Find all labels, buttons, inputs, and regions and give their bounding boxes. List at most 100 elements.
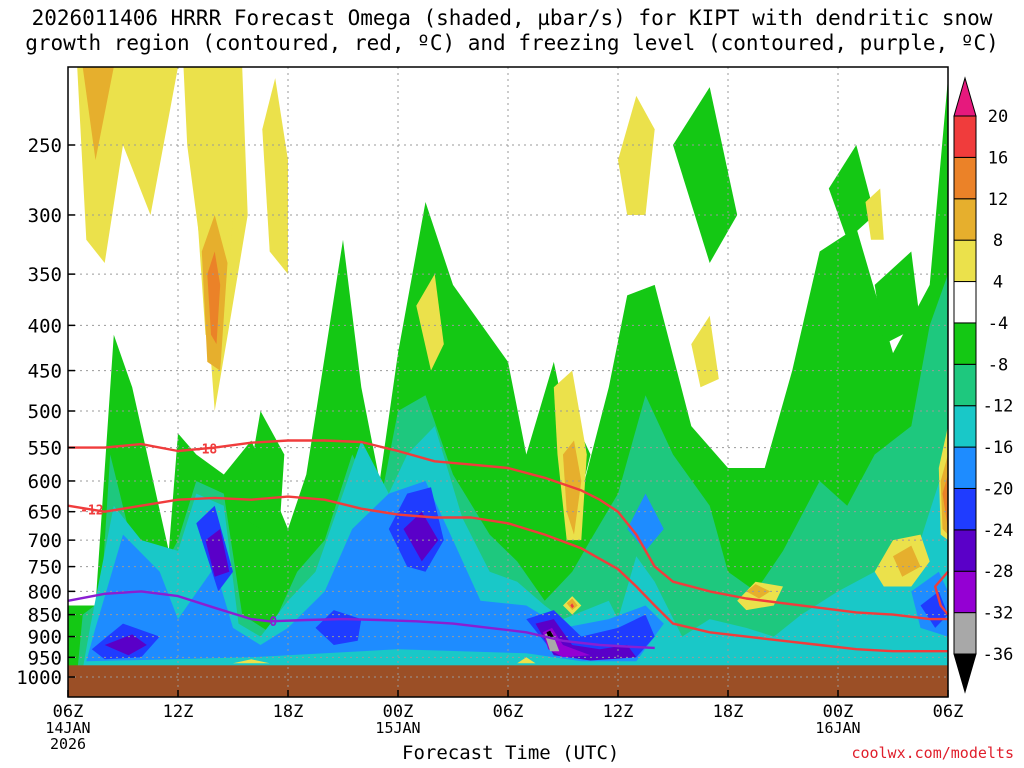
colorbar-box-2 [953, 570, 977, 614]
omega-region-1 [242, 411, 285, 541]
colorbar-label-10: -24 [983, 521, 1014, 541]
omega-region-45 [942, 474, 948, 529]
y-tick-label-750: 750 [28, 557, 62, 579]
x-tick-label-12-0: 18Z [273, 702, 304, 722]
omega-region-40 [893, 545, 921, 577]
colorbar-label-0: 20 [988, 107, 1008, 127]
x-tick-label-36-0: 18Z [713, 702, 744, 722]
colorbar-box-7 [953, 363, 977, 407]
x-tick-label-48-0: 06Z [933, 702, 964, 722]
omega-region-31 [691, 315, 719, 388]
colorbar-label-11: -28 [983, 562, 1014, 582]
contour-label-dgz_-18C: -18 [194, 442, 218, 457]
omega-region-0 [68, 78, 948, 678]
colorbar-min-arrow [953, 653, 977, 694]
colorbar-label-3: 8 [993, 231, 1003, 251]
omega-region-47 [233, 659, 270, 664]
colorbar-box-8 [953, 322, 977, 365]
x-tick-label-24-0: 06Z [493, 702, 524, 722]
y-tick-label-550: 550 [28, 438, 62, 460]
omega-region-17 [205, 529, 230, 577]
y-tick-label-350: 350 [28, 264, 62, 286]
contour-label-freezing_0C: 0 [269, 615, 277, 630]
y-tick-label-900: 900 [28, 627, 62, 649]
y-tick-label-650: 650 [28, 502, 62, 524]
colorbar-label-7: -12 [983, 397, 1014, 417]
omega-region-3 [673, 87, 738, 263]
contour-freezing_0C [67, 590, 655, 650]
omega-region-28 [416, 274, 444, 371]
omega-region-18 [403, 511, 439, 562]
pressure-axis: 2503003504004505005506006507007508008509… [16, 135, 75, 689]
omega-region-4 [828, 145, 875, 240]
colorbar-label-6: -8 [988, 355, 1008, 375]
omega-region-46 [570, 603, 574, 609]
omega-region-44 [207, 251, 221, 345]
colorbar-label-2: 12 [988, 190, 1008, 210]
y-tick-label-700: 700 [28, 530, 62, 552]
colorbar-box-1 [953, 612, 977, 655]
omega-region-5 [874, 251, 921, 345]
y-tick-label-850: 850 [28, 605, 62, 627]
omega-region-35 [865, 188, 884, 240]
x-tick-label-0-1: 14JAN [45, 719, 90, 737]
contour-dgz_-12C [67, 495, 948, 653]
colorbar-label-4: 4 [993, 273, 1003, 293]
x-tick-label-18-1: 15JAN [375, 719, 420, 737]
colorbar-box-5 [953, 446, 977, 489]
omega-region-23 [546, 630, 554, 638]
x-tick-label-42-1: 16JAN [815, 719, 860, 737]
omega-region-37 [82, 67, 114, 161]
x-tick-label-30-0: 12Z [603, 702, 634, 722]
y-tick-label-1000: 1000 [16, 667, 62, 689]
x-tick-label-0-2: 2026 [50, 735, 86, 753]
omega-region-6 [77, 274, 948, 674]
omega-region-8 [86, 481, 664, 662]
omega-region-30 [618, 95, 655, 215]
contour-dgz_-12C_right [934, 570, 949, 616]
omega-region-48 [517, 657, 536, 664]
y-tick-label-950: 950 [28, 647, 62, 669]
title-line-2: growth region (contoured, red, ºC) and f… [25, 31, 999, 55]
colorbar-label-1: 16 [988, 148, 1008, 168]
colorbar-box-9 [953, 281, 977, 324]
colorbar-box-13 [953, 115, 977, 158]
grid-lines [67, 67, 949, 697]
omega-region-19 [104, 634, 147, 656]
colorbar-box-12 [953, 156, 977, 200]
colorbar-label-5: -4 [988, 314, 1008, 334]
colorbar-label-13: -36 [983, 645, 1014, 665]
y-tick-label-400: 400 [28, 315, 62, 337]
contour-label-dgz_-12C: -12 [80, 504, 103, 519]
colorbar-box-4 [953, 487, 977, 531]
colorbar-box-10 [953, 239, 977, 283]
colorbar-box-11 [953, 198, 977, 241]
chart-title: 2026011406 HRRR Forecast Omega (shaded, … [0, 6, 1024, 56]
colorbar-max-arrow [953, 76, 977, 117]
y-tick-label-600: 600 [28, 471, 62, 493]
temperature-contours: -18 -12 0 [67, 439, 949, 653]
colorbar-box-6 [953, 405, 977, 448]
omega-shading [68, 67, 948, 678]
y-tick-label-300: 300 [28, 205, 62, 227]
x-tick-label-0-0: 06Z [53, 702, 84, 722]
colorbar-box-3 [953, 529, 977, 572]
y-tick-label-250: 250 [28, 135, 62, 157]
y-tick-label-450: 450 [28, 361, 62, 383]
omega-region-27 [262, 78, 288, 275]
contour-dgz_-18C [68, 439, 948, 621]
y-tick-label-500: 500 [28, 401, 62, 423]
y-tick-label-800: 800 [28, 581, 62, 603]
x-tick-label-18-0: 00Z [383, 702, 414, 722]
colorbar-label-8: -16 [983, 438, 1014, 458]
x-axis-label: Forecast Time (UTC) [402, 742, 620, 764]
x-tick-label-6-0: 12Z [163, 702, 194, 722]
x-tick-label-42-0: 00Z [823, 702, 854, 722]
omega-region-7 [82, 426, 948, 670]
omega-colorbar: 20 16 12 8 4 -4 -8 -12 -16 -20 -24 -28 -32 -36 [953, 76, 1014, 694]
title-line-1: 2026011406 HRRR Forecast Omega (shaded, … [31, 6, 993, 30]
colorbar-label-9: -20 [983, 479, 1014, 499]
colorbar-label-12: -32 [983, 604, 1014, 624]
